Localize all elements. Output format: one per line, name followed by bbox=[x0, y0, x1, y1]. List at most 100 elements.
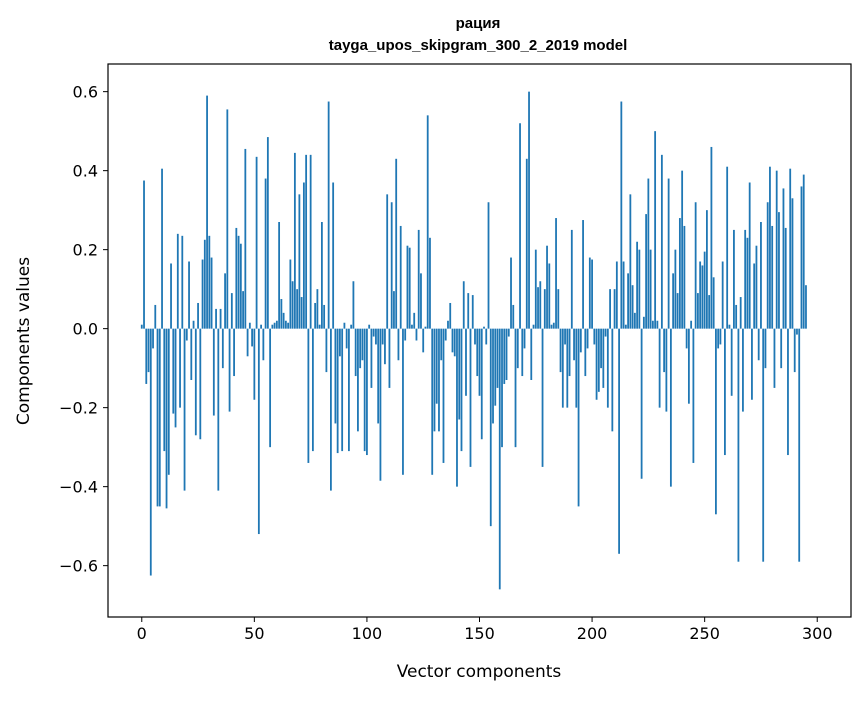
bar-component-179 bbox=[543, 289, 546, 329]
bar-component-164 bbox=[510, 257, 512, 329]
bar-component-2 bbox=[145, 328, 148, 384]
bar-component-234 bbox=[667, 178, 670, 329]
bar-component-192 bbox=[573, 328, 575, 361]
bar-component-90 bbox=[343, 322, 346, 329]
bar-component-133 bbox=[440, 328, 443, 361]
bar-component-217 bbox=[629, 194, 632, 329]
bar-component-199 bbox=[588, 257, 591, 329]
bar-component-202 bbox=[595, 328, 598, 400]
bar-component-49 bbox=[251, 328, 253, 347]
bar-component-3 bbox=[147, 328, 150, 373]
bar-component-108 bbox=[384, 328, 386, 365]
bar-component-147 bbox=[471, 295, 474, 329]
bar-component-295 bbox=[805, 285, 807, 329]
bar-component-75 bbox=[309, 154, 312, 329]
bar-component-134 bbox=[442, 328, 445, 463]
x-axis-label: Vector components bbox=[397, 662, 562, 682]
bar-component-221 bbox=[638, 249, 641, 329]
bar-component-181 bbox=[548, 263, 551, 329]
bar-component-257 bbox=[719, 328, 722, 345]
bar-component-186 bbox=[559, 328, 562, 373]
bar-component-24 bbox=[194, 328, 197, 436]
bar-component-12 bbox=[167, 328, 170, 475]
bar-component-114 bbox=[397, 328, 400, 361]
bar-component-102 bbox=[370, 328, 373, 388]
bar-component-157 bbox=[494, 328, 497, 406]
bar-component-15 bbox=[174, 328, 177, 428]
chart-title-line-1: рация bbox=[456, 15, 501, 32]
bar-component-71 bbox=[300, 297, 303, 329]
bar-component-219 bbox=[633, 312, 636, 329]
bar-component-33 bbox=[215, 308, 217, 329]
bar-component-267 bbox=[742, 328, 744, 412]
bar-component-122 bbox=[415, 328, 418, 341]
bar-component-169 bbox=[521, 328, 524, 377]
bar-component-260 bbox=[726, 166, 729, 329]
bar-component-240 bbox=[681, 170, 684, 329]
bar-component-56 bbox=[266, 137, 269, 329]
bar-component-172 bbox=[528, 91, 530, 329]
bar-component-242 bbox=[685, 328, 688, 349]
bar-component-42 bbox=[235, 227, 238, 329]
bar-component-209 bbox=[611, 328, 614, 432]
bar-component-20 bbox=[185, 328, 188, 341]
bar-component-281 bbox=[773, 328, 776, 388]
bar-component-232 bbox=[663, 328, 666, 373]
bar-component-57 bbox=[269, 328, 272, 448]
bar-component-17 bbox=[179, 328, 181, 408]
bar-component-218 bbox=[631, 285, 634, 329]
bar-component-162 bbox=[505, 328, 508, 380]
bar-component-286 bbox=[784, 227, 787, 329]
bar-component-235 bbox=[669, 328, 672, 487]
bar-component-1 bbox=[143, 180, 145, 329]
bar-component-138 bbox=[451, 328, 454, 353]
bar-component-187 bbox=[561, 328, 564, 408]
bar-component-248 bbox=[699, 261, 702, 329]
bar-component-128 bbox=[429, 237, 431, 329]
bar-component-237 bbox=[674, 249, 677, 329]
bar-component-70 bbox=[298, 194, 301, 329]
bar-component-198 bbox=[586, 328, 589, 349]
bar-component-125 bbox=[422, 328, 425, 353]
bar-component-283 bbox=[778, 212, 780, 329]
bar-component-288 bbox=[789, 168, 792, 329]
bar-component-127 bbox=[426, 115, 429, 329]
bar-component-170 bbox=[523, 328, 526, 349]
bar-component-19 bbox=[183, 328, 186, 491]
bar-component-222 bbox=[640, 328, 643, 479]
bar-component-274 bbox=[757, 328, 760, 361]
bar-component-113 bbox=[395, 158, 398, 329]
bar-component-5 bbox=[152, 328, 154, 349]
bar-component-268 bbox=[744, 229, 747, 329]
bar-component-161 bbox=[503, 328, 506, 384]
bar-component-23 bbox=[192, 320, 195, 329]
bar-component-85 bbox=[332, 182, 335, 329]
bar-component-216 bbox=[627, 273, 629, 329]
bar-component-123 bbox=[417, 229, 420, 329]
y-tick-label: 0.4 bbox=[73, 162, 98, 181]
bar-component-32 bbox=[212, 328, 215, 416]
bar-component-191 bbox=[570, 229, 573, 329]
bar-component-82 bbox=[325, 328, 328, 373]
bar-component-132 bbox=[438, 328, 440, 432]
bar-component-8 bbox=[158, 328, 161, 507]
bar-component-214 bbox=[622, 261, 625, 329]
bar-component-131 bbox=[435, 328, 438, 404]
bar-component-55 bbox=[264, 178, 267, 329]
bar-component-69 bbox=[296, 289, 299, 329]
bar-component-174 bbox=[532, 324, 535, 329]
bar-component-271 bbox=[751, 328, 753, 400]
bar-component-99 bbox=[363, 328, 366, 452]
bar-component-92 bbox=[348, 328, 350, 452]
bar-component-95 bbox=[354, 328, 357, 377]
bar-component-166 bbox=[514, 328, 517, 448]
bar-component-142 bbox=[460, 328, 463, 452]
bar-component-282 bbox=[775, 170, 778, 329]
bar-component-81 bbox=[323, 304, 326, 329]
x-tick-label: 0 bbox=[137, 624, 147, 643]
bar-component-208 bbox=[609, 289, 611, 329]
bar-component-115 bbox=[399, 225, 402, 329]
bar-component-211 bbox=[615, 261, 618, 329]
bar-component-180 bbox=[546, 245, 548, 329]
bar-component-117 bbox=[404, 328, 407, 341]
